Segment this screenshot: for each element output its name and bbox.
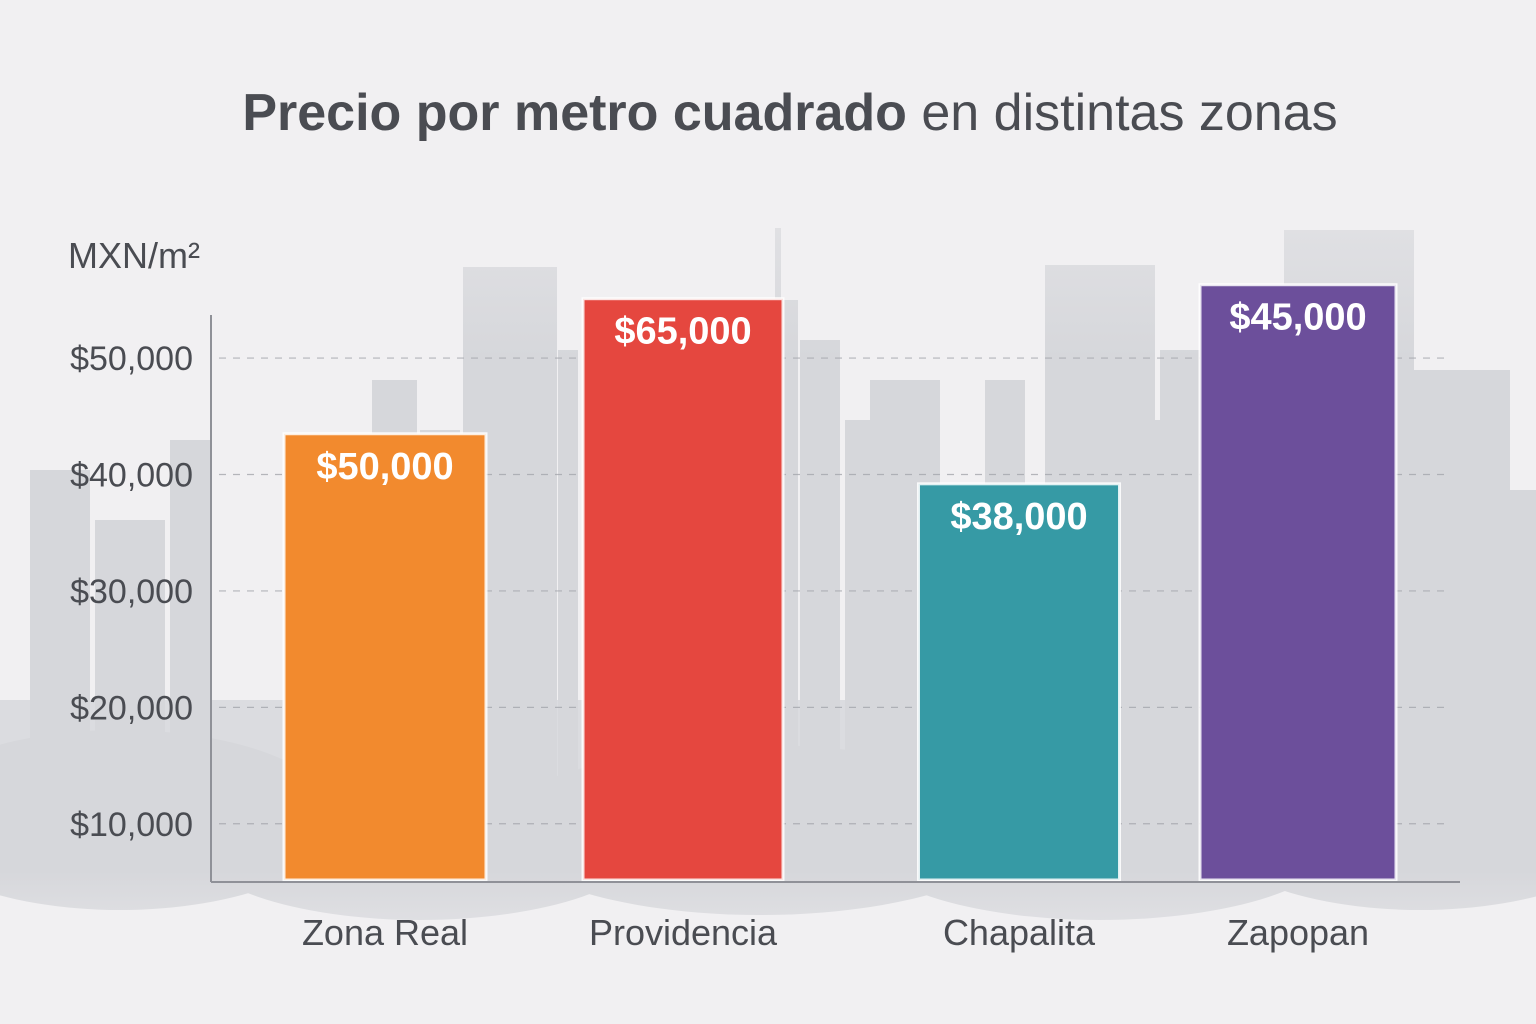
y-axis-label: MXN/m² bbox=[68, 235, 200, 276]
bar bbox=[1198, 283, 1398, 882]
bar bbox=[917, 482, 1121, 882]
y-axis-ticks: $10,000 $20,000 $30,000 $40,000 $50,000 bbox=[70, 340, 193, 844]
bar bbox=[282, 432, 488, 882]
x-tick-label: Chapalita bbox=[943, 912, 1096, 953]
chart-title-regular: en distintas zonas bbox=[921, 84, 1337, 142]
x-tick-label: Providencia bbox=[589, 912, 778, 953]
x-axis-ticks: Zona Real Providencia Chapalita Zapopan bbox=[302, 912, 1369, 953]
chart-title: Precio por metro cuadrado en distintas z… bbox=[242, 84, 1337, 142]
y-tick-label: $30,000 bbox=[70, 573, 193, 611]
y-tick-label: $50,000 bbox=[70, 340, 193, 378]
y-tick-label: $20,000 bbox=[70, 689, 193, 727]
bar-value-label: $45,000 bbox=[1229, 297, 1366, 339]
y-tick-label: $40,000 bbox=[70, 457, 193, 495]
bars: $50,000 $65,000 $38,000 $45,000 bbox=[282, 283, 1398, 882]
bar bbox=[581, 297, 785, 882]
chart-title-bold: Precio por metro cuadrado bbox=[242, 84, 907, 142]
bar-value-label: $65,000 bbox=[614, 311, 751, 353]
bar-value-label: $50,000 bbox=[316, 446, 453, 488]
bar-value-label: $38,000 bbox=[950, 496, 1087, 538]
x-tick-label: Zapopan bbox=[1227, 912, 1369, 953]
y-tick-label: $10,000 bbox=[70, 806, 193, 844]
x-tick-label: Zona Real bbox=[302, 912, 468, 953]
